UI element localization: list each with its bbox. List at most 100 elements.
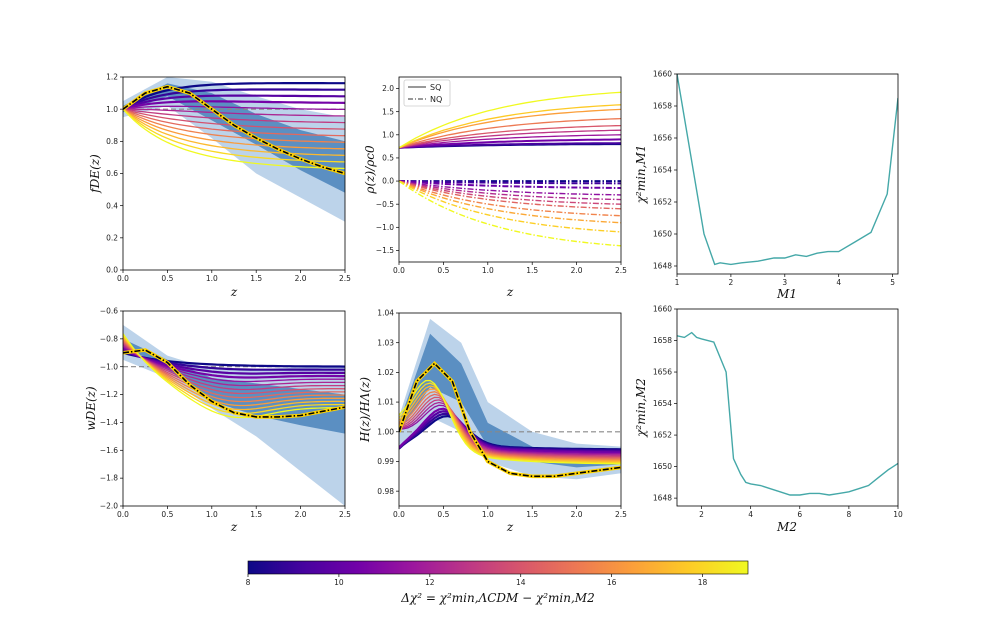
nq-curve <box>399 180 621 189</box>
model-curve <box>123 105 345 111</box>
panel-rho-xlabel: z <box>506 285 514 299</box>
chi2-line <box>677 331 898 496</box>
x-tick-label: 2 <box>699 510 704 519</box>
x-tick-label: 4 <box>748 510 753 519</box>
y-tick-label: 0.0 <box>106 266 118 275</box>
model-curve <box>123 94 345 111</box>
x-tick-label: 8 <box>846 510 851 519</box>
colorbar-tick-label: 16 <box>607 578 617 587</box>
panel-chi2-m2-plot <box>677 331 898 496</box>
y-tick-label: 1652 <box>653 431 672 440</box>
x-tick-label: 1.0 <box>206 510 218 519</box>
y-tick-label: −1.4 <box>100 418 118 427</box>
panel-chi2-m1-xlabel: M1 <box>776 287 797 301</box>
rho-legend: SQ NQ <box>403 79 451 107</box>
panel-wde-ticks: 0.0 0.5 1.0 1.5 2.0 2.5 −2.0 −1.8 −1.6 −1.4 −1.2 −1… <box>100 307 351 519</box>
panel-wde-frame <box>122 310 346 507</box>
x-tick-label: 10 <box>893 510 903 519</box>
y-tick-label: 1.0 <box>106 105 118 114</box>
colorbar-tick-label: 14 <box>516 578 526 587</box>
model-curve <box>399 404 621 455</box>
panel-chi2-m1-frame <box>676 73 899 275</box>
model-curve <box>123 108 345 157</box>
x-tick-label: 0.0 <box>393 510 405 519</box>
x-tick-label: 0.0 <box>117 510 129 519</box>
y-tick-label: 1.02 <box>377 368 394 377</box>
y-tick-label: −0.5 <box>376 200 394 209</box>
x-tick-label: 2.5 <box>339 510 351 519</box>
colorbar-tick-label: 10 <box>334 578 344 587</box>
legend-sq-label: SQ <box>430 83 441 92</box>
y-tick-label: 0.5 <box>382 154 394 163</box>
band-inner <box>399 333 621 468</box>
panel-wde-plot <box>123 324 345 506</box>
model-curve <box>399 379 621 465</box>
y-tick-label: −0.8 <box>100 334 118 343</box>
y-tick-label: −0.6 <box>100 307 118 316</box>
band-inner <box>123 83 345 193</box>
panel-h-ticks: 0.0 0.5 1.0 1.5 2.0 2.5 0.98 0.99 1.00 1.01 1.02 1.… <box>377 309 627 519</box>
x-tick-label: 0.5 <box>437 266 449 275</box>
sq-curve <box>399 124 621 149</box>
sq-curve <box>399 134 621 149</box>
y-tick-label: −1.0 <box>100 362 118 371</box>
y-tick-label: 1650 <box>653 462 672 471</box>
nq-curve <box>399 180 621 224</box>
model-curve <box>123 88 345 111</box>
panel-fde: 0.0 0.5 1.0 1.5 2.0 2.50.00.20.40.60.81.01.2 … <box>88 73 351 299</box>
y-tick-label: 0.6 <box>106 169 118 178</box>
x-tick-label: 2.0 <box>571 510 583 519</box>
model-curve <box>399 401 621 456</box>
y-tick-label: −1.5 <box>376 246 394 255</box>
panel-h-xlabel: z <box>506 520 514 534</box>
y-tick-label: 0.0 <box>382 177 394 186</box>
x-tick-label: 1.5 <box>250 510 262 519</box>
model-curve <box>123 108 345 150</box>
model-curve <box>399 385 621 463</box>
model-curve <box>123 108 345 124</box>
model-curve <box>399 407 621 454</box>
panel-fde-ylabel: fDE(z) <box>88 154 102 194</box>
panel-rho: 0.0 0.5 1.0 1.5 2.0 2.5 −1.5 −1.0 −0.5 0.0 0.5 1.0 1… <box>363 76 627 299</box>
y-tick-label: 1.01 <box>377 398 394 407</box>
panel-chi2-m1-ticks: 1 2 3 4 5 1648 1650 1652 1654 1656 1658 1660 <box>653 70 895 287</box>
x-tick-label: 2.0 <box>571 266 583 275</box>
y-tick-label: 1658 <box>653 336 672 345</box>
y-tick-label: 2.0 <box>382 84 394 93</box>
x-tick-label: 1.5 <box>526 510 538 519</box>
x-tick-label: 0.5 <box>437 510 449 519</box>
x-tick-label: 1.0 <box>482 266 494 275</box>
panel-chi2-m2-frame <box>676 308 899 507</box>
model-curve <box>399 391 621 460</box>
x-tick-label: 0.0 <box>117 274 129 283</box>
model-curve <box>123 100 345 111</box>
model-curve <box>399 399 621 457</box>
colorbar-ticks: 8 10 12 14 16 18 <box>246 574 708 587</box>
y-tick-label: 0.8 <box>106 137 118 146</box>
model-curve <box>123 350 345 371</box>
nq-curve <box>399 180 621 201</box>
model-curve <box>123 340 345 399</box>
model-curve <box>123 108 345 143</box>
x-tick-label: 4 <box>836 278 841 287</box>
sq-curve <box>399 138 621 149</box>
model-curve <box>123 341 345 395</box>
panel-fde-plot <box>123 77 345 222</box>
y-tick-label: −1.8 <box>100 474 118 483</box>
model-curve <box>399 388 621 462</box>
x-tick-label: 2 <box>729 278 734 287</box>
sq-curve <box>399 129 621 149</box>
panel-chi2-m1-ylabel: χ²min,M1 <box>634 145 648 205</box>
panel-h-frame <box>398 312 622 507</box>
y-tick-label: 1.0 <box>382 130 394 139</box>
rho-legend-box <box>403 79 451 107</box>
panel-rho-ylabel: ρ(z)/ρc0 <box>363 145 377 195</box>
y-tick-label: 1652 <box>653 198 672 207</box>
model-curve <box>123 337 345 407</box>
x-tick-label: 1.0 <box>206 274 218 283</box>
y-tick-label: 1658 <box>653 102 672 111</box>
model-curve <box>123 344 345 387</box>
y-tick-label: 1654 <box>653 166 672 175</box>
y-tick-label: 1660 <box>653 70 672 79</box>
y-tick-label: 1.5 <box>382 107 394 116</box>
